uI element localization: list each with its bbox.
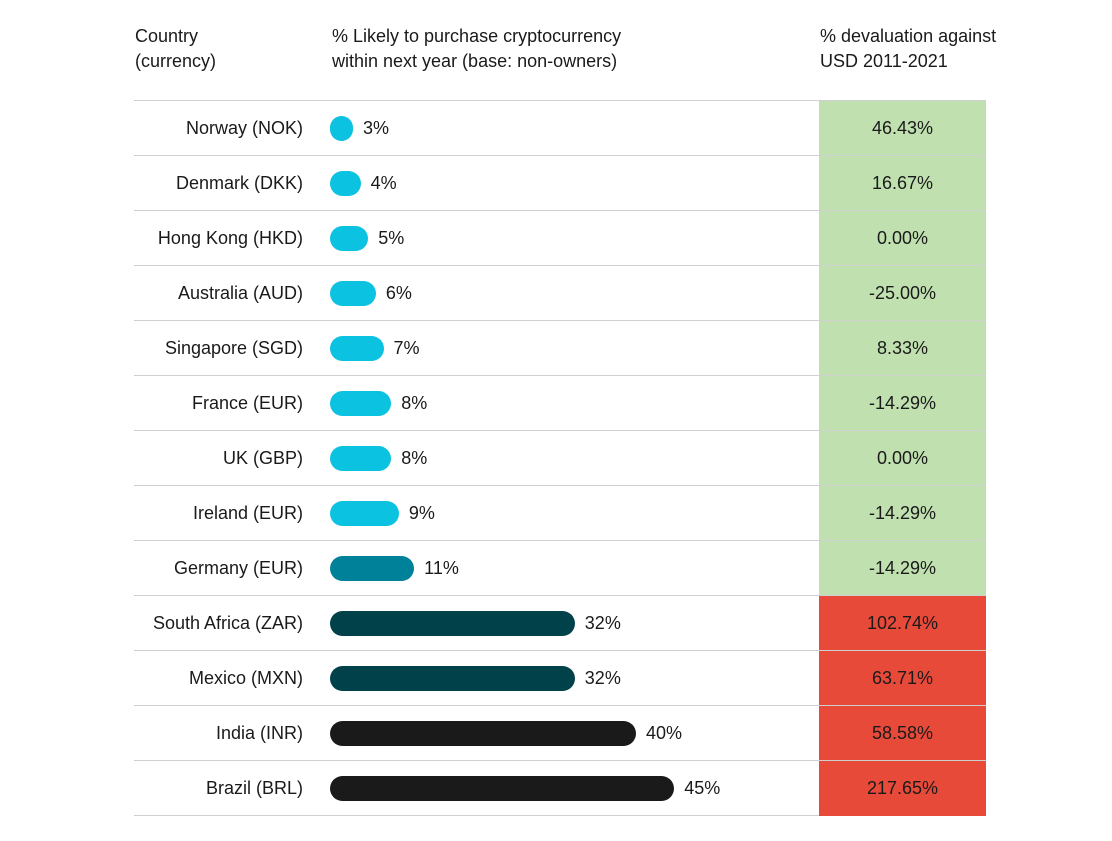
- bar-value-label: 3%: [362, 118, 389, 138]
- bar: [330, 336, 384, 361]
- devaluation-cell: 46.43%: [819, 101, 986, 156]
- table-row: Brazil (BRL) 45% 217.65%: [134, 760, 986, 816]
- bar: [330, 611, 575, 636]
- country-label: Singapore (SGD): [164, 338, 303, 358]
- bar-value-label: 11%: [424, 558, 459, 578]
- table-row: Norway (NOK) 3% 46.43%: [134, 100, 986, 156]
- bar: [330, 776, 675, 801]
- table-row: Singapore (SGD) 7% 8.33%: [134, 320, 986, 376]
- bar: [330, 171, 361, 196]
- devaluation-cell: 0.00%: [819, 211, 986, 266]
- bar-value-label: 9%: [408, 503, 435, 523]
- country-label: France (EUR): [191, 393, 303, 413]
- devaluation-cell: 217.65%: [819, 761, 986, 816]
- bar: [330, 226, 369, 251]
- table-row: India (INR) 40% 58.58%: [134, 705, 986, 761]
- chart-rows: Norway (NOK) 3% 46.43% Denmark (DKK) 4% 16.67…: [134, 100, 986, 816]
- table-row: Mexico (MXN) 32% 63.71%: [134, 650, 986, 706]
- country-label: Australia (AUD): [177, 283, 303, 303]
- country-label: Brazil (BRL): [205, 778, 303, 798]
- devaluation-cell: 0.00%: [819, 431, 986, 486]
- header-country: Country (currency): [135, 26, 217, 71]
- bar: [330, 116, 353, 141]
- devaluation-cell: -25.00%: [819, 266, 986, 321]
- country-label: Norway (NOK): [185, 118, 303, 138]
- bar-value-label: 4%: [370, 173, 397, 193]
- bar-value-label: 8%: [401, 448, 428, 468]
- bar-value-label: 32%: [584, 613, 621, 633]
- devaluation-cell: 102.74%: [819, 596, 986, 651]
- devaluation-cell: -14.29%: [819, 486, 986, 541]
- table-row: Germany (EUR) 11% -14.29%: [134, 540, 986, 596]
- devaluation-cell: 63.71%: [819, 651, 986, 706]
- table-row: Hong Kong (HKD) 5% 0.00%: [134, 210, 986, 266]
- country-label: India (INR): [215, 723, 303, 743]
- bar: [330, 666, 575, 691]
- bar: [330, 281, 376, 306]
- bar-value-label: 7%: [393, 338, 420, 358]
- bar-value-label: 40%: [646, 723, 683, 743]
- table-row: Australia (AUD) 6% -25.00%: [134, 265, 986, 321]
- country-label: Germany (EUR): [173, 558, 303, 578]
- country-label: Denmark (DKK): [175, 173, 303, 193]
- table-row: South Africa (ZAR) 32% 102.74%: [134, 595, 986, 651]
- bar: [330, 446, 392, 471]
- devaluation-cell: 16.67%: [819, 156, 986, 211]
- devaluation-cell: -14.29%: [819, 541, 986, 596]
- bar-value-label: 5%: [378, 228, 405, 248]
- bar: [330, 556, 415, 581]
- devaluation-cell: 58.58%: [819, 706, 986, 761]
- table-row: UK (GBP) 8% 0.00%: [134, 430, 986, 486]
- table-row: France (EUR) 8% -14.29%: [134, 375, 986, 431]
- table-row: Ireland (EUR) 9% -14.29%: [134, 485, 986, 541]
- bar-value-label: 45%: [684, 778, 721, 798]
- country-label: Mexico (MXN): [188, 668, 303, 688]
- bar: [330, 501, 399, 526]
- bar: [330, 721, 636, 746]
- header-devaluation: % devaluation against USD 2011-2021: [820, 26, 997, 71]
- table-row: Denmark (DKK) 4% 16.67%: [134, 155, 986, 211]
- country-label: Hong Kong (HKD): [157, 228, 303, 248]
- country-label: Ireland (EUR): [192, 503, 303, 523]
- bar: [330, 391, 392, 416]
- header-likely-to-purchase: % Likely to purchase cryptocurrency with…: [332, 26, 622, 71]
- country-label: UK (GBP): [222, 448, 303, 468]
- devaluation-cell: 8.33%: [819, 321, 986, 376]
- devaluation-cell: -14.29%: [819, 376, 986, 431]
- bar-value-label: 32%: [584, 668, 621, 688]
- bar-value-label: 6%: [385, 283, 412, 303]
- bar-value-label: 8%: [401, 393, 428, 413]
- country-label: South Africa (ZAR): [152, 613, 303, 633]
